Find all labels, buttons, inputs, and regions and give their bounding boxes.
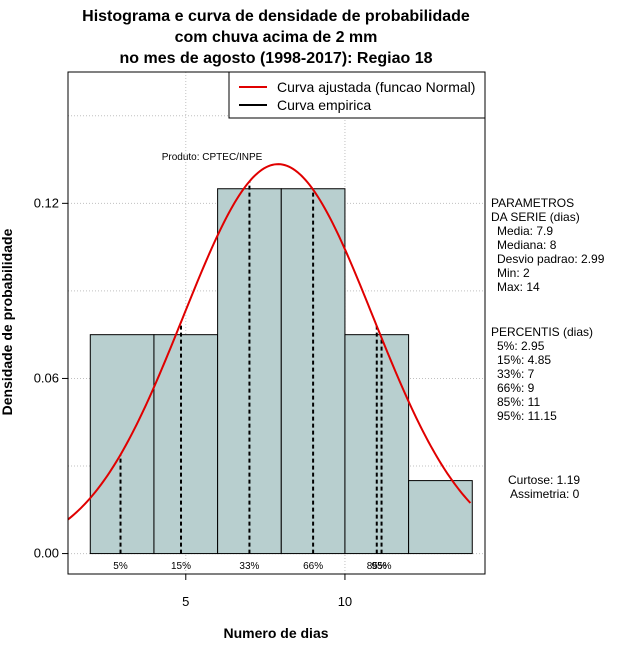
y-tick-label: 0.12	[34, 195, 59, 210]
param-value: Mediana: 8	[497, 238, 557, 252]
curtose-value: Curtose: 1.19	[508, 473, 580, 487]
param-value: Desvio padrao: 2.99	[497, 252, 605, 266]
legend-label: Curva ajustada (funcao Normal)	[277, 79, 475, 95]
y-axis: 0.00 0.06 0.12	[34, 195, 69, 561]
histogram-bar	[344, 334, 410, 555]
normal-curve	[67, 163, 472, 521]
chart-title: Histograma e curva de densidade de proba…	[82, 8, 470, 67]
histogram-bar	[153, 334, 219, 555]
params-title: DA SERIE (dias)	[491, 210, 580, 224]
percentil-value: 95%: 11.15	[497, 409, 557, 423]
percentil-value: 85%: 11	[497, 395, 540, 409]
percentile-lines	[119, 181, 383, 554]
legend: Curva ajustada (funcao Normal) Curva empi…	[228, 71, 486, 119]
param-value: Media: 7.9	[497, 224, 553, 238]
percentile-label: 15%	[171, 561, 191, 572]
legend-label: Curva empirica	[277, 97, 371, 113]
percentile-label: 5%	[113, 561, 128, 572]
histogram-bar	[89, 334, 155, 555]
chart-title-line: no mes de agosto (1998-2017): Regiao 18	[120, 50, 433, 67]
fitted-curve-line	[67, 163, 472, 521]
params-title: PARAMETROS	[491, 196, 574, 210]
histogram-bars	[89, 188, 473, 555]
x-tick-label: 10	[338, 594, 352, 609]
percentile-label: 85%	[367, 561, 387, 572]
x-axis: 5 10	[182, 574, 352, 609]
percentile-label: 95%	[372, 561, 392, 572]
chart-title-line: Histograma e curva de densidade de proba…	[82, 8, 470, 25]
param-value: Max: 14	[497, 280, 540, 294]
legend-box	[228, 71, 486, 119]
source-annotation: Produto: CPTEC/INPE	[162, 152, 263, 163]
percentis-title: PERCENTIS (dias)	[491, 325, 593, 339]
percentil-value: 33%: 7	[497, 367, 535, 381]
percentil-value: 66%: 9	[497, 381, 535, 395]
x-tick-label: 5	[182, 594, 189, 609]
percentil-value: 15%: 4.85	[497, 353, 551, 367]
percentile-labels: 5% 15% 33% 66% 85%95%	[113, 561, 391, 572]
y-tick-label: 0.00	[34, 546, 59, 561]
y-tick-label: 0.06	[34, 370, 59, 385]
assimetria-value: Assimetria: 0	[510, 487, 580, 501]
percentile-label: 66%	[303, 561, 323, 572]
histogram-bar	[408, 480, 473, 555]
chart-title-line: com chuva acima de 2 mm	[175, 29, 378, 46]
x-axis-label: Numero de dias	[223, 625, 328, 641]
percentil-value: 5%: 2.95	[497, 339, 545, 353]
param-value: Min: 2	[497, 266, 530, 280]
percentile-label: 33%	[239, 561, 259, 572]
y-axis-label: Densidade de probabilidade	[0, 228, 15, 415]
